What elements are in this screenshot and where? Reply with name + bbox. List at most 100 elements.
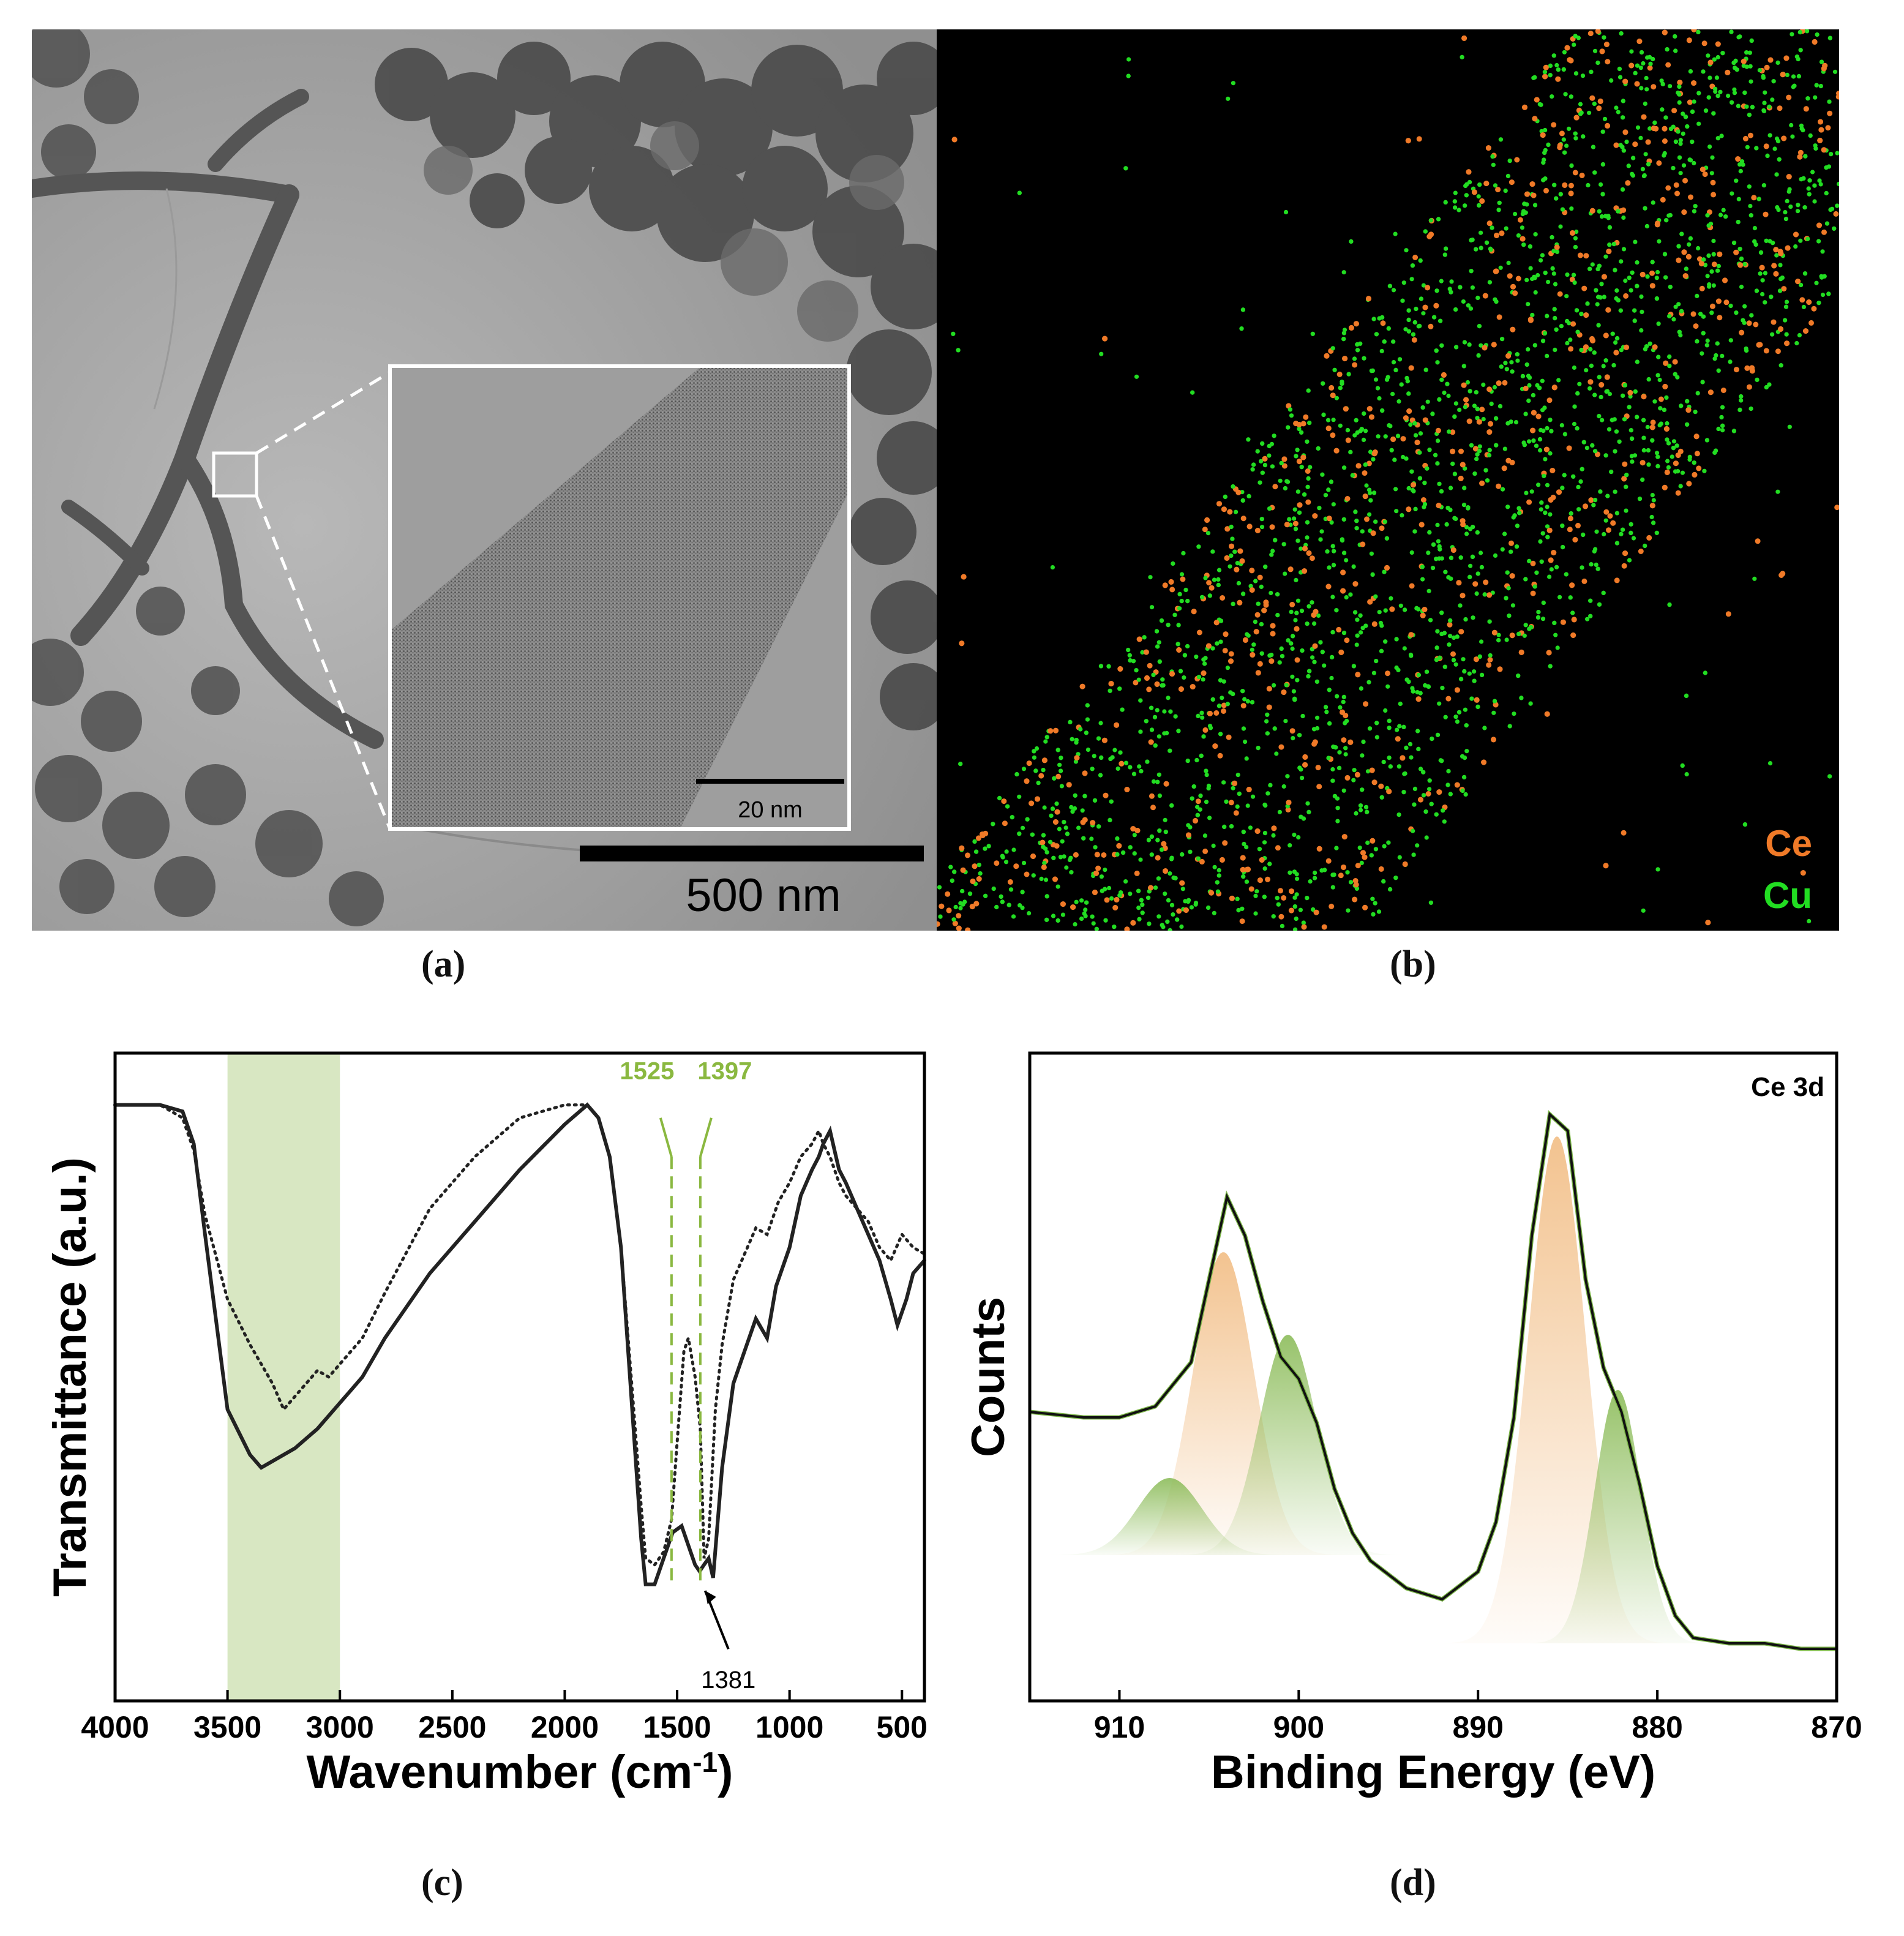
cu-dot — [1477, 444, 1482, 449]
ce-dot — [1817, 137, 1823, 143]
ce-dot — [1795, 279, 1801, 285]
cu-dot — [1065, 831, 1070, 836]
cu-dot — [1202, 661, 1207, 666]
cu-dot — [1295, 598, 1301, 603]
cu-dot — [1643, 543, 1647, 549]
cu-dot — [1442, 819, 1447, 824]
cu-dot — [1360, 753, 1365, 758]
cu-dot — [1175, 642, 1180, 647]
cu-dot — [1175, 917, 1180, 922]
cu-dot — [1461, 503, 1467, 508]
ce-dot — [1419, 522, 1425, 528]
cu-dot — [1160, 847, 1164, 852]
cu-dot — [1528, 266, 1533, 271]
cu-dot — [1536, 610, 1541, 615]
cu-dot — [1244, 845, 1249, 850]
cu-dot — [1147, 921, 1152, 926]
cu-dot — [1726, 93, 1731, 99]
ce-dot — [1254, 612, 1261, 618]
cu-dot — [1299, 546, 1303, 551]
cu-dot — [1153, 885, 1158, 890]
cu-dot — [1000, 854, 1005, 858]
annotation-label: 1381 — [701, 1667, 755, 1694]
cu-dot — [1667, 313, 1672, 318]
ce-dot — [1460, 593, 1466, 599]
cu-dot — [1189, 905, 1194, 910]
ce-dot — [1562, 182, 1568, 188]
cu-dot — [1815, 32, 1820, 37]
cu-dot — [1476, 194, 1481, 199]
cu-dot — [1452, 471, 1457, 476]
cu-dot — [1415, 729, 1420, 734]
cu-dot — [1564, 572, 1569, 577]
cu-dot — [1619, 31, 1624, 36]
ce-dot — [1570, 321, 1576, 327]
cu-dot — [1470, 554, 1475, 560]
cu-dot — [1222, 824, 1227, 829]
cu-dot — [1807, 918, 1812, 924]
cu-dot — [1479, 246, 1483, 250]
cu-dot — [1502, 446, 1507, 451]
cu-dot — [1262, 895, 1267, 899]
cu-dot — [1484, 240, 1490, 245]
ce-dot — [959, 640, 965, 647]
cu-dot — [1324, 710, 1329, 715]
cu-dot — [1215, 641, 1220, 646]
cu-dot — [1322, 663, 1327, 668]
cu-dot — [1487, 452, 1492, 458]
ce-dot — [1806, 299, 1812, 305]
cu-dot — [1640, 477, 1645, 482]
cu-dot — [1507, 613, 1512, 618]
cu-dot — [1169, 902, 1175, 907]
cu-dot — [1117, 686, 1122, 691]
cu-dot — [1287, 517, 1292, 522]
cu-dot — [1581, 440, 1586, 445]
ce-dot — [1797, 149, 1804, 156]
cu-dot — [1569, 206, 1574, 211]
cu-dot — [1494, 443, 1499, 448]
ce-dot — [1330, 392, 1336, 399]
ce-dot — [1348, 325, 1354, 331]
cu-dot — [1430, 411, 1435, 416]
cu-dot — [1337, 765, 1342, 770]
cu-dot — [1340, 380, 1344, 385]
ce-dot — [1551, 550, 1557, 556]
cu-dot — [1542, 405, 1547, 410]
ce-dot — [1024, 871, 1030, 877]
cu-dot — [1434, 288, 1439, 293]
cu-dot — [1427, 778, 1432, 783]
ce-dot — [1723, 299, 1730, 306]
cu-dot — [1565, 318, 1570, 324]
ce-dot — [1479, 198, 1485, 204]
cu-dot — [1385, 375, 1390, 380]
ce-dot — [1486, 220, 1493, 227]
cu-dot — [1556, 67, 1561, 72]
ce-dot — [1341, 865, 1346, 870]
cu-dot — [1741, 318, 1745, 323]
cu-dot — [1477, 203, 1482, 208]
cu-dot — [1021, 860, 1027, 866]
ce-dot — [1229, 895, 1235, 901]
ce-dot — [1285, 806, 1291, 812]
cu-dot — [1060, 912, 1065, 917]
cu-dot — [1246, 437, 1251, 442]
ce-dot — [1735, 156, 1741, 162]
ce-dot — [1119, 760, 1125, 767]
cu-dot — [1329, 479, 1333, 484]
cu-dot — [1632, 308, 1637, 313]
ce-dot — [951, 137, 958, 143]
cu-dot — [1345, 870, 1350, 875]
x-tick-label: 1000 — [755, 1710, 823, 1744]
cu-dot — [1498, 265, 1503, 270]
ce-dot — [1306, 550, 1312, 556]
cu-dot — [1778, 363, 1783, 368]
cu-dot — [1340, 537, 1344, 542]
cu-dot — [1289, 641, 1294, 646]
cu-dot — [1362, 356, 1366, 361]
cu-dot — [1109, 896, 1114, 901]
cu-dot — [1616, 298, 1621, 302]
ce-dot — [1289, 888, 1294, 895]
cu-dot — [1731, 61, 1736, 66]
cu-dot — [1801, 304, 1806, 309]
cu-dot — [1644, 75, 1649, 81]
